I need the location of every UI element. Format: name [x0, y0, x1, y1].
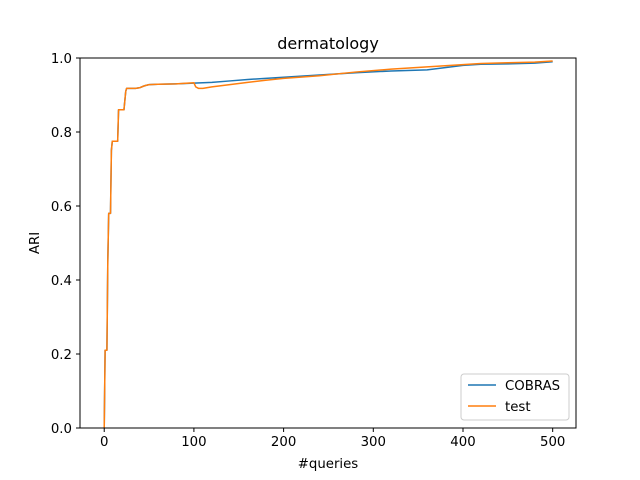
y-tick-label: 0.2 — [51, 348, 72, 363]
x-tick-label: 0 — [100, 435, 108, 450]
series-line-test — [103, 60, 553, 429]
x-tick-label: 500 — [540, 435, 565, 450]
y-tick-label: 0.4 — [51, 274, 72, 289]
x-tick-label: 300 — [361, 435, 386, 450]
x-tick-label: 200 — [271, 435, 296, 450]
x-tick-label: 100 — [181, 435, 206, 450]
chart-title: dermatology — [277, 34, 379, 53]
legend-label-test: test — [505, 400, 531, 415]
y-tick-label: 1.0 — [51, 52, 72, 67]
y-tick-label: 0.8 — [51, 126, 72, 141]
x-axis-label: #queries — [298, 457, 359, 472]
y-tick-label: 0.0 — [51, 422, 72, 437]
legend: COBRAS test — [460, 373, 570, 421]
legend-label-cobras: COBRAS — [505, 379, 560, 394]
axes-frame — [79, 57, 577, 429]
series-lines — [103, 60, 553, 429]
x-tick-label: 400 — [450, 435, 475, 450]
y-tick-label: 0.6 — [51, 200, 72, 215]
y-axis-label: ARI — [28, 232, 43, 254]
x-axis: 0 100 200 300 400 500 — [100, 428, 565, 450]
y-axis: 0.0 0.2 0.4 0.6 0.8 1.0 — [51, 52, 80, 437]
